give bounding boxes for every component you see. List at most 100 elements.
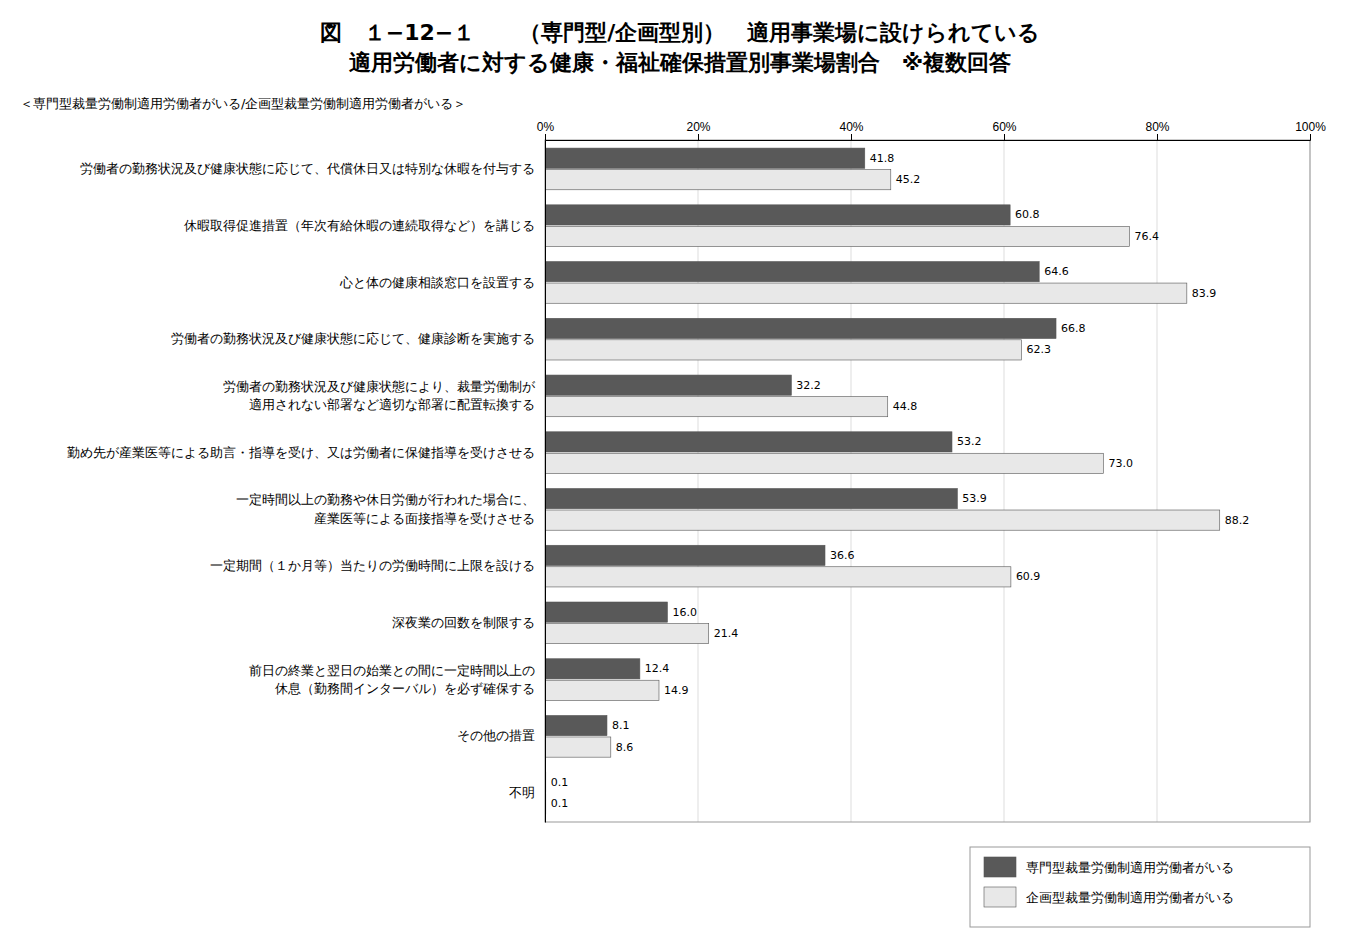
subtitle: ＜専門型裁量労働制適用労働者がいる/企画型裁量労働制適用労働者がいる＞ [20,96,466,111]
tick-mark [1004,134,1005,140]
title-line: 図 １−12−１ （専門型/企画型別） 適用事業場に設けられている [320,20,1041,45]
bar [545,715,607,735]
y-tick: 休暇取得促進措置（年次有給休暇の連続取得など）を講じる [184,218,535,233]
x-tick: 60% [992,120,1016,140]
category-label-line: 適用されない部署など適切な部署に配置転換する [249,397,535,412]
tick-mark [1157,134,1158,140]
y-tick: 前日の終業と翌日の始業との間に一定時間以上の休息（勤務間インターバル）を必ず確保… [249,663,535,696]
bars [545,148,1220,814]
data-label: 21.4 [714,627,739,640]
category-label: 勤め先が産業医等による助言・指導を受け、又は労働者に保健指導を受けさせる [67,445,535,460]
category-label: 深夜業の回数を制限する [392,615,535,630]
data-label: 41.8 [870,152,895,165]
bar [545,432,952,452]
data-label: 64.6 [1044,265,1069,278]
y-tick: 一定期間（１か月等）当たりの労働時間に上限を設ける [210,558,535,573]
y-tick: 労働者の勤務状況及び健康状態により、裁量労働制が適用されない部署など適切な部署に… [223,379,536,412]
category-label-line: 一定期間（１か月等）当たりの労働時間に上限を設ける [210,558,535,573]
category-label-line: 前日の終業と翌日の始業との間に一定時間以上の [249,663,535,678]
data-label: 0.1 [551,776,569,789]
bar [545,623,709,643]
tick-mark [545,134,546,140]
legend-item: 専門型裁量労働制適用労働者がいる [984,857,1234,877]
bar [545,545,825,565]
data-label: 60.9 [1016,570,1041,583]
x-axis: 0% 20% 40% 60% 80% 100% [537,120,1326,141]
category-label-line: 休息（勤務間インターバル）を必ず確保する [275,681,535,696]
category-label: その他の措置 [457,728,535,743]
y-tick: 一定時間以上の勤務や休日労働が行われた場合に、産業医等による面接指導を受けさせる [236,492,535,525]
category-label-line: 勤め先が産業医等による助言・指導を受け、又は労働者に保健指導を受けさせる [67,445,535,460]
bar [545,453,1103,473]
legend: 専門型裁量労働制適用労働者がいる企画型裁量労働制適用労働者がいる [970,847,1310,927]
bar [545,205,1010,225]
legend-label: 専門型裁量労働制適用労働者がいる [1026,860,1234,875]
legend-swatch [984,887,1016,907]
plot-frame [545,140,1310,822]
data-label: 45.2 [896,173,921,186]
tick-label: 20% [686,120,710,134]
data-label: 16.0 [672,606,697,619]
axis-line [545,141,546,823]
title-line: 適用労働者に対する健康・福祉確保措置別事業場割合 ※複数回答 [349,50,1011,75]
category-label-line: 産業医等による面接指導を受けさせる [314,511,535,526]
bar [545,510,1220,530]
category-label: 前日の終業と翌日の始業との間に一定時間以上の休息（勤務間インターバル）を必ず確保… [249,663,535,696]
bar [545,340,1022,360]
category-label: 一定時間以上の勤務や休日労働が行われた場合に、産業医等による面接指導を受けさせる [236,492,535,525]
category-label-line: 深夜業の回数を制限する [392,615,535,630]
legend-label: 企画型裁量労働制適用労働者がいる [1026,890,1234,905]
x-tick: 0% [537,120,555,140]
title: 図 １−12−１ （専門型/企画型別） 適用事業場に設けられている適用労働者に対… [320,20,1041,75]
tick-label: 80% [1145,120,1169,134]
category-label-line: 労働者の勤務状況及び健康状態に応じて、健康診断を実施する [171,331,535,346]
category-label-line: 心と体の健康相談窓口を設置する [339,275,535,290]
bar [545,489,957,509]
tick-label: 40% [839,120,863,134]
tick-label: 0% [537,120,555,134]
data-label: 0.1 [551,797,569,810]
data-label: 14.9 [664,684,689,697]
legend-item: 企画型裁量労働制適用労働者がいる [984,887,1234,907]
data-label: 76.4 [1134,230,1159,243]
category-label: 労働者の勤務状況及び健康状態に応じて、代償休日又は特別な休暇を付与する [80,161,535,176]
y-tick: 勤め先が産業医等による助言・指導を受け、又は労働者に保健指導を受けさせる [67,445,535,460]
bar [545,397,888,417]
y-tick: 労働者の勤務状況及び健康状態に応じて、健康診断を実施する [171,331,535,346]
x-tick: 20% [686,120,710,140]
data-label: 8.1 [612,719,630,732]
y-tick: 不明 [509,785,535,800]
data-label: 8.6 [616,741,634,754]
x-tick: 40% [839,120,863,140]
bar [545,318,1056,338]
legend-swatch [984,857,1016,877]
grid [545,140,1310,822]
bar [545,737,611,757]
data-label: 73.0 [1108,457,1133,470]
x-tick: 100% [1295,120,1326,140]
bar [545,283,1187,303]
bar [545,170,891,190]
bar [545,680,659,700]
tick-mark [851,134,852,140]
bar [545,226,1129,246]
tick-label: 100% [1295,120,1326,134]
category-label: 一定期間（１か月等）当たりの労働時間に上限を設ける [210,558,535,573]
axis-line [546,134,1311,141]
y-tick: 労働者の勤務状況及び健康状態に応じて、代償休日又は特別な休暇を付与する [80,161,535,176]
category-label-line: 不明 [509,785,535,800]
y-tick: 深夜業の回数を制限する [392,615,535,630]
category-label-line: 労働者の勤務状況及び健康状態に応じて、代償休日又は特別な休暇を付与する [80,161,535,176]
bar [545,262,1039,282]
category-label: 労働者の勤務状況及び健康状態により、裁量労働制が適用されない部署など適切な部署に… [223,379,536,412]
bar [545,375,791,395]
y-tick: 心と体の健康相談窓口を設置する [339,275,535,290]
bar [545,148,865,168]
category-label-line: 一定時間以上の勤務や休日労働が行われた場合に、 [236,492,535,507]
data-labels: 41.860.864.666.832.253.253.936.616.012.4… [551,152,1249,811]
data-label: 36.6 [830,549,855,562]
data-label: 88.2 [1225,514,1250,527]
series [545,170,1220,814]
bar [545,659,640,679]
data-label: 66.8 [1061,322,1086,335]
